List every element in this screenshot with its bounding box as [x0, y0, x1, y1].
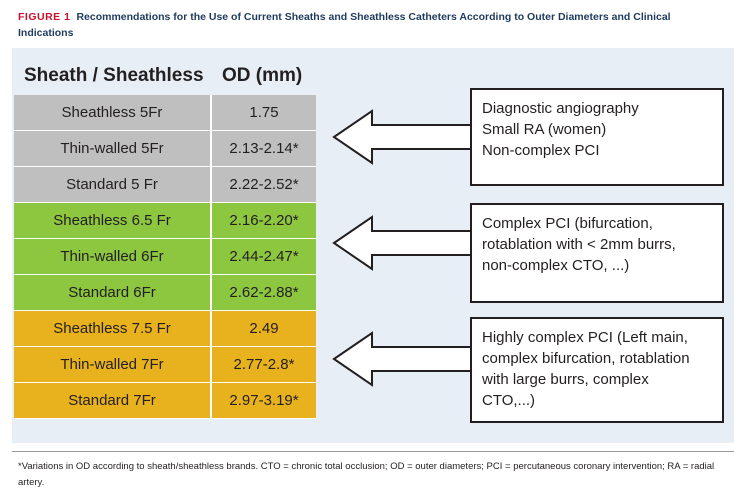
- recommendation-line: Highly complex PCI (Left main,: [482, 329, 688, 346]
- figure-caption: FIGURE 1 Recommendations for the Use of C…: [18, 9, 718, 41]
- recommendation-line: rotablation with < 2mm burrs,: [482, 236, 676, 253]
- sheath-type-cell: Thin-walled 6Fr: [14, 239, 212, 274]
- recommendation-box-complex: Complex PCI (bifurcation, rotablation wi…: [470, 203, 724, 303]
- outer-diameter-cell: 1.75: [249, 104, 279, 121]
- recommendation-line: with large burrs, complex: [482, 371, 649, 388]
- left-arrow-icon: [332, 331, 473, 387]
- arrows-layer: [332, 109, 473, 387]
- table-row: Thin-walled 6Fr 2.44-2.47*: [14, 239, 316, 275]
- left-arrow-icon: [332, 109, 473, 165]
- recommendation-line: Diagnostic angiography: [482, 100, 639, 117]
- recommendation-line: complex bifurcation, rotablation: [482, 350, 690, 367]
- divider: [12, 451, 734, 452]
- outer-diameter-cell: 2.77-2.8*: [233, 356, 295, 373]
- outer-diameter-cell: 2.44-2.47*: [229, 248, 299, 265]
- sheath-type-cell: Standard 6Fr: [14, 275, 212, 310]
- sheath-type-cell: Sheathless 6.5 Fr: [14, 203, 212, 238]
- recommendation-line: Non-complex PCI: [482, 142, 600, 159]
- recommendation-box-diagnostic: Diagnostic angiography Small RA (women) …: [470, 88, 724, 186]
- column-header-od: OD (mm): [222, 65, 303, 86]
- sheath-type-cell: Sheathless 5Fr: [14, 95, 212, 130]
- figure-label: FIGURE 1: [18, 11, 71, 23]
- table-row: Thin-walled 7Fr 2.77-2.8*: [14, 347, 316, 383]
- table-row: Sheathless 6.5 Fr 2.16-2.20*: [14, 203, 316, 239]
- recommendation-line: Small RA (women): [482, 121, 607, 138]
- table-row: Sheathless 7.5 Fr 2.49: [14, 311, 316, 347]
- table-row: Sheathless 5Fr 1.75: [14, 95, 316, 131]
- outer-diameter-cell: 2.97-3.19*: [229, 392, 299, 409]
- recommendation-box-highly-complex: Highly complex PCI (Left main, complex b…: [470, 317, 724, 423]
- outer-diameter-cell: 2.49: [249, 320, 279, 337]
- sheath-type-cell: Thin-walled 7Fr: [14, 347, 212, 382]
- outer-diameter-cell: 2.16-2.20*: [229, 212, 299, 229]
- outer-diameter-cell: 2.13-2.14*: [229, 140, 299, 157]
- recommendation-line: Complex PCI (bifurcation,: [482, 215, 653, 232]
- left-arrow-icon: [332, 215, 473, 271]
- sheath-type-cell: Sheathless 7.5 Fr: [14, 311, 212, 346]
- recommendation-line: CTO,...): [482, 392, 536, 409]
- footnote: *Variations in OD according to sheath/sh…: [18, 461, 715, 488]
- outer-diameter-cell: 2.62-2.88*: [229, 284, 299, 301]
- recommendation-line: non-complex CTO, ...): [482, 257, 630, 274]
- table-row: Standard 6Fr 2.62-2.88*: [14, 275, 316, 311]
- outer-diameter-cell: 2.22-2.52*: [229, 176, 299, 193]
- sheath-type-cell: Standard 7Fr: [14, 383, 212, 418]
- column-header-sheath: Sheath / Sheathless: [24, 65, 204, 86]
- table-row: Standard 5 Fr 2.22-2.52*: [14, 167, 316, 203]
- sheath-type-cell: Standard 5 Fr: [14, 167, 212, 202]
- table-row: Thin-walled 5Fr 2.13-2.14*: [14, 131, 316, 167]
- table-row: Standard 7Fr 2.97-3.19*: [14, 383, 316, 419]
- sheath-type-cell: Thin-walled 5Fr: [14, 131, 212, 166]
- sheath-table: Sheathless 5Fr 1.75 Thin-walled 5Fr 2.13-2.…: [14, 95, 316, 419]
- figure-title: Recommendations for the Use of Current S…: [18, 11, 671, 39]
